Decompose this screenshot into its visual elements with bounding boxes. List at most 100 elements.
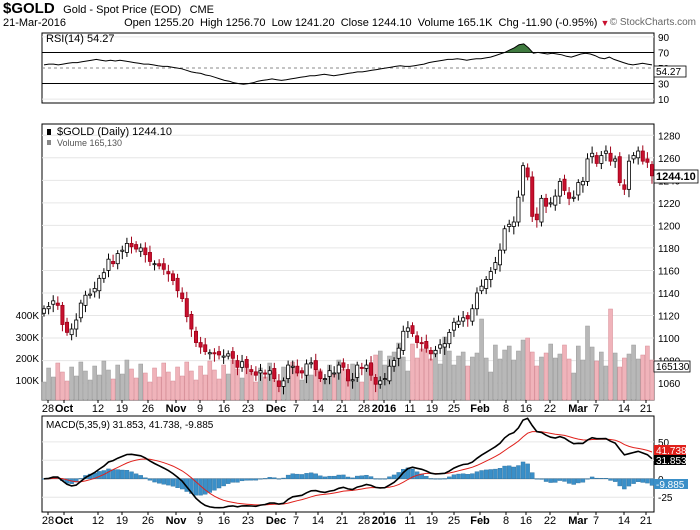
volume-bar <box>175 366 180 401</box>
x-axis-label: 7 <box>593 403 599 415</box>
x-axis-label: 21 <box>336 515 348 527</box>
x-axis-label: 23 <box>242 403 254 415</box>
macd-last-value: 31.853 <box>656 456 687 467</box>
candle-body <box>497 249 502 266</box>
candle-body <box>382 378 387 380</box>
candle-body <box>608 152 613 162</box>
macd-histogram-bar <box>543 478 549 482</box>
macd-histogram-bar <box>272 477 277 479</box>
macd-histogram-bar <box>285 474 291 479</box>
price-legend-icon <box>47 129 51 135</box>
macd-histogram-bar <box>276 478 282 480</box>
low-value: 1241.20 <box>294 17 335 29</box>
candle-body <box>511 221 516 227</box>
candle-body <box>157 263 162 267</box>
volume-bar <box>156 376 162 401</box>
candle-body <box>557 181 562 197</box>
rsi-label: RSI(14) 54.27 <box>46 33 114 45</box>
volume-bar <box>534 365 540 401</box>
candle-body <box>580 181 585 186</box>
x-axis-label: Feb <box>470 515 490 527</box>
x-axis-label: 12 <box>92 403 104 415</box>
candle-body <box>166 271 171 275</box>
volume-bar <box>626 353 632 401</box>
candle-body <box>465 315 470 320</box>
volume-bar <box>364 367 369 401</box>
volume-bar <box>60 371 65 401</box>
volume-bar <box>41 381 47 401</box>
candle-body <box>230 351 235 359</box>
rsi-line <box>43 43 653 85</box>
macd-histogram-bar <box>290 473 295 479</box>
x-axis-label: 7 <box>293 403 299 415</box>
volume-bar <box>336 359 342 401</box>
close-value: 1244.10 <box>371 17 412 29</box>
macd-histogram-bar <box>603 478 609 480</box>
x-axis-upper: 28 Oct 12 19 26 Nov 9 16 23 Dec 7 14 21 28 2016 11 19 25 F… <box>42 400 652 415</box>
volume-bar <box>179 375 185 401</box>
volume-bar <box>603 365 609 401</box>
macd-histogram-bar <box>428 478 434 480</box>
macd-histogram-bar <box>626 478 632 487</box>
macd-histogram-bar <box>378 478 383 480</box>
x-axis-label: 26 <box>142 515 154 527</box>
x-axis-label: 7 <box>293 515 299 527</box>
x-axis-label: 28 <box>42 403 54 415</box>
x-axis-label: Mar <box>568 403 588 415</box>
x-axis-label: 7 <box>593 515 599 527</box>
x-axis-label: Nov <box>166 403 188 415</box>
candle-body <box>521 165 526 196</box>
candle-body <box>60 304 65 325</box>
x-axis-label: 28 <box>42 515 54 527</box>
x-axis-label: Oct <box>55 403 74 415</box>
candle-body <box>355 364 360 378</box>
volume-bar <box>585 325 590 401</box>
x-axis-label: 16 <box>218 403 230 415</box>
x-axis-label: 21 <box>640 403 652 415</box>
macd-histogram-bar <box>493 468 498 479</box>
macd-histogram-bar <box>580 478 586 483</box>
volume-bar <box>239 377 245 401</box>
candle-body <box>198 342 203 348</box>
volume-bar <box>308 374 314 401</box>
candle-body <box>286 364 291 379</box>
volume-tick-label: 300K <box>16 333 40 344</box>
candle-body <box>327 370 332 377</box>
candle-body <box>253 371 258 376</box>
x-axis-label: 16 <box>218 515 230 527</box>
macd-histogram-bar <box>299 474 305 479</box>
candle-body <box>258 370 263 374</box>
volume-bar <box>419 348 424 401</box>
macd-histogram-bar <box>308 472 314 479</box>
rsi-tick-label: 30 <box>658 80 670 91</box>
volume-bar <box>101 360 107 401</box>
volume-bar <box>143 372 148 401</box>
volume-bar <box>401 356 406 401</box>
volume-bar <box>520 339 526 401</box>
macd-histogram-bar <box>138 475 143 479</box>
volume-tick-label: 200K <box>16 354 40 365</box>
candle-body <box>539 197 544 223</box>
volume-bar <box>161 362 167 401</box>
x-axis-label: 8 <box>503 403 509 415</box>
candle-body <box>415 335 420 343</box>
macd-histogram-bar <box>175 478 180 488</box>
candle-body <box>470 308 475 322</box>
macd-histogram-bar <box>161 478 166 485</box>
x-axis-label: 21 <box>640 515 652 527</box>
candle-body <box>124 243 129 253</box>
candle-body <box>69 328 74 336</box>
macd-histogram-bar <box>539 478 544 480</box>
volume-bar <box>253 381 259 401</box>
macd-histogram-bar <box>147 478 153 481</box>
high-value: 1256.70 <box>225 17 266 29</box>
volume-label: Volume 165,130 <box>57 138 122 148</box>
macd-histogram-bar <box>364 474 369 479</box>
price-tick-label: 1120 <box>658 312 680 323</box>
macd-histogram-bar <box>198 478 203 496</box>
volume-bar <box>612 352 618 401</box>
candle-body <box>92 288 97 293</box>
macd-histogram-bar <box>520 461 526 479</box>
macd-histogram-bar <box>442 478 447 480</box>
candle-body <box>290 365 295 368</box>
